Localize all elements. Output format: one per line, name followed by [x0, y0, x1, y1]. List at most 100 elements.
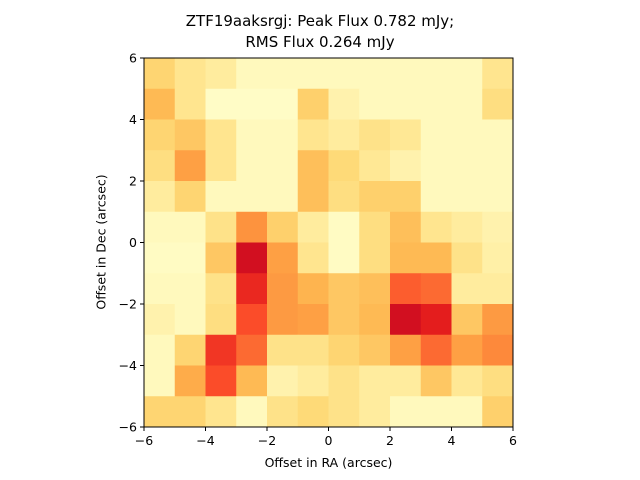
heatmap-cell — [420, 273, 452, 305]
heatmap-cell — [482, 211, 514, 243]
heatmap-cell — [359, 150, 391, 182]
y-tick-label: −2 — [119, 297, 137, 312]
heatmap-cell — [267, 181, 299, 213]
heatmap-cell — [390, 396, 422, 428]
heatmap-cell — [451, 396, 483, 428]
heatmap-cell — [144, 88, 176, 120]
heatmap-cell — [144, 396, 176, 428]
heatmap-cell — [267, 88, 299, 120]
heatmap-cell — [297, 396, 329, 428]
heatmap-cell — [359, 396, 391, 428]
heatmap-cell — [236, 88, 268, 120]
x-tick-label: −4 — [196, 433, 214, 448]
heatmap-cell — [390, 365, 422, 397]
heatmap-cell — [451, 119, 483, 151]
heatmap-cell — [174, 58, 206, 90]
heatmap-cells — [144, 58, 514, 428]
heatmap-cell — [297, 211, 329, 243]
heatmap-cell — [451, 150, 483, 182]
heatmap-cell — [482, 396, 514, 428]
heatmap-cell — [451, 304, 483, 336]
heatmap-cell — [359, 304, 391, 336]
heatmap-cell — [174, 181, 206, 213]
heatmap-cell — [420, 150, 452, 182]
heatmap-cell — [328, 150, 360, 182]
x-tick-label: −2 — [258, 433, 276, 448]
heatmap-cell — [390, 88, 422, 120]
heatmap-cell — [297, 150, 329, 182]
x-tick-label: 0 — [325, 433, 333, 448]
heatmap-cell — [359, 58, 391, 90]
heatmap-cell — [482, 304, 514, 336]
heatmap-cell — [267, 119, 299, 151]
heatmap-cell — [236, 58, 268, 90]
heatmap-cell — [174, 119, 206, 151]
heatmap-cell — [482, 150, 514, 182]
heatmap-cell — [420, 181, 452, 213]
heatmap-cell — [144, 334, 176, 366]
heatmap-cell — [205, 211, 237, 243]
y-tick-label: 4 — [129, 112, 137, 127]
heatmap-cell — [236, 334, 268, 366]
x-tick-label: −6 — [135, 433, 153, 448]
heatmap-cell — [205, 396, 237, 428]
x-tick-label: 6 — [509, 433, 517, 448]
heatmap-cell — [205, 58, 237, 90]
heatmap-cell — [205, 334, 237, 366]
heatmap-cell — [420, 119, 452, 151]
heatmap-cell — [236, 181, 268, 213]
heatmap-cell — [144, 181, 176, 213]
heatmap-cell — [205, 273, 237, 305]
heatmap-cell — [482, 334, 514, 366]
heatmap-cell — [297, 181, 329, 213]
heatmap-cell — [420, 334, 452, 366]
heatmap-cell — [144, 119, 176, 151]
heatmap-cell — [174, 396, 206, 428]
heatmap-cell — [451, 365, 483, 397]
heatmap-cell — [420, 242, 452, 274]
heatmap-cell — [174, 273, 206, 305]
x-tick-label: 4 — [448, 433, 456, 448]
heatmap-cell — [144, 150, 176, 182]
heatmap-cell — [267, 304, 299, 336]
heatmap-cell — [328, 396, 360, 428]
heatmap-cell — [390, 150, 422, 182]
heatmap-cell — [420, 365, 452, 397]
heatmap-cell — [236, 242, 268, 274]
x-tick-label: 2 — [386, 433, 394, 448]
heatmap-cell — [174, 365, 206, 397]
heatmap-cell — [205, 181, 237, 213]
heatmap-cell — [328, 334, 360, 366]
heatmap-cell — [267, 334, 299, 366]
heatmap-cell — [451, 273, 483, 305]
heatmap-cell — [451, 181, 483, 213]
heatmap-cell — [359, 181, 391, 213]
heatmap-cell — [482, 365, 514, 397]
y-axis-ticks: −6 −4 −2 0 2 4 6 — [119, 51, 144, 435]
heatmap-cell — [390, 304, 422, 336]
heatmap-cell — [390, 242, 422, 274]
heatmap-cell — [359, 119, 391, 151]
heatmap-cell — [297, 334, 329, 366]
heatmap-cell — [144, 58, 176, 90]
heatmap-cell — [174, 88, 206, 120]
heatmap-cell — [297, 242, 329, 274]
heatmap-cell — [297, 119, 329, 151]
heatmap-cell — [144, 273, 176, 305]
heatmap-cell — [451, 58, 483, 90]
y-tick-label: 0 — [129, 235, 137, 250]
heatmap-cell — [359, 88, 391, 120]
heatmap-cell — [328, 304, 360, 336]
heatmap-cell — [451, 88, 483, 120]
heatmap-cell — [482, 181, 514, 213]
heatmap-cell — [144, 211, 176, 243]
heatmap-cell — [359, 334, 391, 366]
heatmap-cell — [420, 396, 452, 428]
chart-title-line-1: ZTF19aaksrgj: Peak Flux 0.782 mJy; — [185, 12, 455, 30]
heatmap-cell — [420, 88, 452, 120]
heatmap-cell — [144, 242, 176, 274]
heatmap-cell — [267, 211, 299, 243]
heatmap-cell — [390, 58, 422, 90]
heatmap-cell — [297, 273, 329, 305]
